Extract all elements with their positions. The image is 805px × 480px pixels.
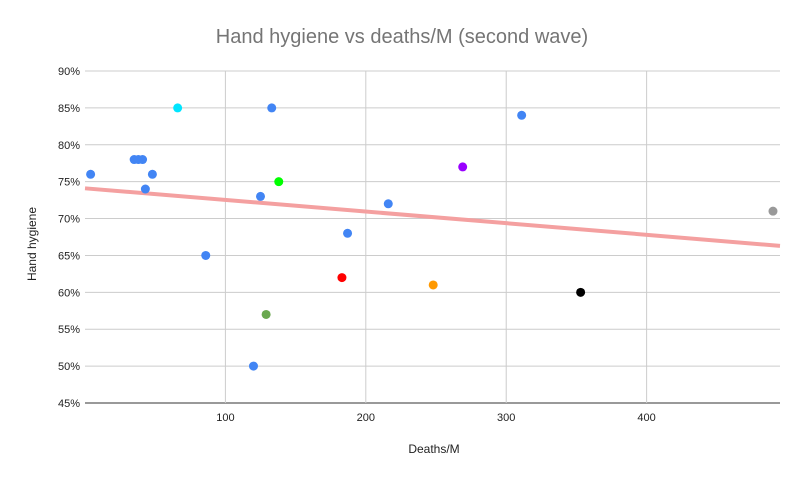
- data-point: [458, 162, 468, 172]
- y-tick-label: 65%: [58, 250, 80, 262]
- y-tick-label: 80%: [58, 140, 80, 152]
- data-point: [138, 155, 148, 165]
- y-tick-label: 75%: [58, 177, 80, 189]
- data-point: [248, 361, 258, 371]
- data-point: [147, 169, 157, 179]
- x-tick-label: 400: [637, 412, 655, 424]
- x-tick-label: 300: [497, 412, 515, 424]
- data-point: [86, 169, 96, 179]
- y-tick-label: 90%: [58, 66, 80, 78]
- x-tick-label: 100: [216, 412, 234, 424]
- y-tick-label: 70%: [58, 214, 80, 226]
- y-axis-label: Hand hygiene: [25, 207, 39, 281]
- y-tick-label: 45%: [58, 398, 80, 410]
- ticks-layer: 45% 50% 55% 60% 65% 70% 75% 80% 85% 90% 100 200 300 4…: [58, 66, 656, 424]
- x-tick-label: 200: [357, 412, 375, 424]
- data-point: [274, 177, 284, 187]
- trendline: [84, 186, 781, 248]
- data-point: [201, 250, 211, 260]
- x-axis-label: Deaths/M: [408, 442, 459, 456]
- y-tick-label: 50%: [58, 361, 80, 373]
- data-point: [256, 191, 266, 201]
- trendline-layer: [84, 186, 781, 248]
- data-point: [428, 280, 438, 290]
- data-point: [383, 199, 393, 209]
- data-point: [261, 309, 271, 319]
- data-point: [267, 103, 277, 113]
- data-point: [173, 103, 183, 113]
- y-tick-label: 85%: [58, 103, 80, 115]
- data-point: [343, 228, 353, 238]
- data-point: [140, 184, 150, 194]
- data-point: [768, 206, 778, 216]
- data-point: [576, 287, 586, 297]
- y-tick-label: 55%: [58, 324, 80, 336]
- chart-title: Hand hygiene vs deaths/M (second wave): [216, 26, 588, 48]
- y-tick-label: 60%: [58, 287, 80, 299]
- points-layer: [86, 103, 778, 371]
- data-point: [337, 273, 347, 283]
- data-point: [517, 110, 527, 120]
